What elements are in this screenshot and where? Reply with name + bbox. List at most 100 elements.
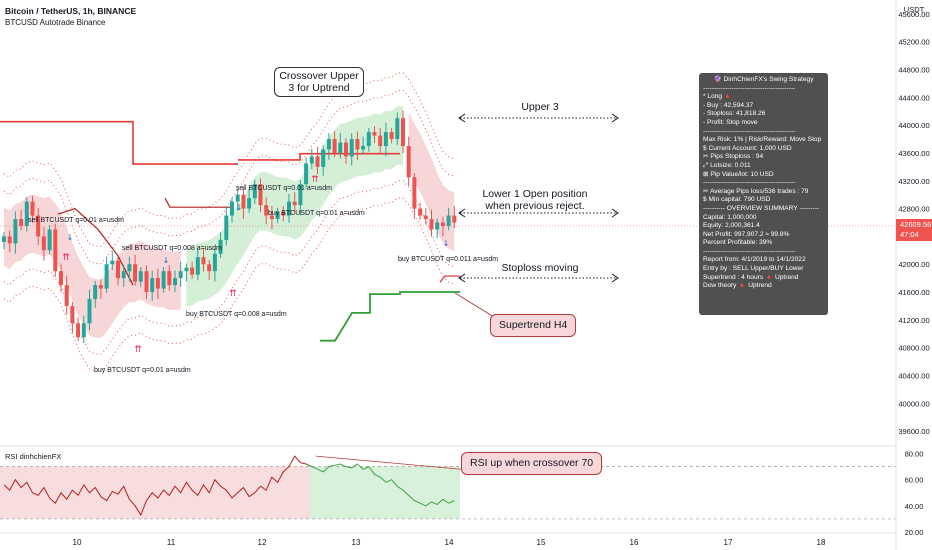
candle-body	[207, 264, 212, 272]
candle-body	[446, 215, 451, 226]
time-tick: 16	[630, 538, 639, 547]
rsi-tick: 20.00	[905, 528, 924, 537]
panel-line: $ Current Account: 1,000 USD	[703, 144, 792, 152]
rsi-line	[3, 455, 313, 517]
candle-body	[167, 271, 172, 286]
candle-body	[361, 146, 366, 150]
chart-title: Bitcoin / TetherUS, 1h, BINANCE	[5, 6, 137, 16]
candles	[2, 110, 457, 343]
candle-body	[429, 219, 434, 230]
candle-body	[269, 215, 274, 220]
trade-label: buy BTCUSDT q=0.008 a=usdm	[186, 311, 287, 318]
candle-body	[435, 222, 440, 230]
price-tick: 40800.00	[898, 344, 929, 353]
panel-line: - Stoploss: 41,818.26	[703, 110, 766, 118]
panel-line: 🔮 DinhChienFX's Swing Strategy	[713, 76, 814, 83]
panel-line: Max Risk: 1% | Risk/Reward: Move Stop	[703, 136, 822, 144]
candle-body	[235, 194, 240, 202]
candle-body	[315, 156, 320, 167]
panel-line: ✂ Pips Stoploss : 94	[703, 153, 764, 161]
candle-body	[264, 205, 269, 216]
candle-body	[304, 163, 309, 185]
candle-body	[344, 142, 348, 157]
dotted-arrows	[454, 113, 619, 318]
candle-body	[133, 264, 138, 282]
lower1-label-line1: Lower 1 Open position	[482, 188, 588, 200]
time-tick: 14	[445, 538, 454, 547]
rsi-tick: 60.00	[905, 476, 924, 485]
price-tick: 42000.00	[898, 260, 929, 269]
panel-line: ✂ Average Pips loss/536 trades : 79	[703, 187, 809, 195]
rsi-pane: RSI dinhchienFX	[0, 452, 896, 520]
stoploss-step	[439, 275, 460, 283]
candle-body	[258, 184, 263, 206]
candle-body	[355, 139, 360, 150]
candle-body	[87, 298, 92, 324]
candle-body	[287, 201, 291, 216]
price-tick: 44800.00	[898, 66, 929, 75]
bar-countdown: 47:04	[900, 230, 919, 239]
panel-line: ----------------------------------------…	[703, 179, 796, 187]
candle-body	[93, 285, 98, 299]
trade-label: buy BTCUSDT q=0.01 a=usdm	[94, 367, 191, 374]
panel-line: Capital: 1,000,000	[703, 213, 757, 221]
candle-body	[423, 215, 428, 220]
crossover-callout-line1: Crossover Upper	[279, 70, 359, 82]
panel-line: - Buy : 42,594.37	[703, 101, 754, 109]
candle-body	[64, 285, 69, 306]
crossover-callout-line2: 3 for Uptrend	[288, 82, 350, 94]
marker-arrow: ↓	[236, 203, 243, 212]
rsi-line-up	[305, 463, 455, 507]
trade-markers: sell BTCUSDT q=0.01 a=usdm sell BTCUSDT q…	[28, 175, 498, 374]
trade-label: buy BTCUSDT q=0.011 a=usdm	[398, 256, 498, 263]
buy-arrow: ⇈	[311, 175, 319, 185]
candle-body	[321, 149, 326, 167]
candle-body	[59, 271, 63, 286]
chart-subtitle: BTCUSD Autotrade Binance	[5, 18, 106, 27]
candle-body	[230, 201, 234, 216]
supertrend-callout: Supertrend H4	[490, 314, 577, 337]
candle-body	[138, 271, 143, 282]
panel-line: Dow theory 🔺 Uptrend	[703, 282, 772, 290]
candle-body	[395, 118, 400, 140]
resistance-line	[0, 120, 238, 165]
rsi-zone-green	[310, 466, 460, 519]
price-tick: 42800.00	[898, 205, 929, 214]
candle-body	[292, 201, 297, 206]
marker-arrow: ↓	[67, 233, 74, 242]
time-axis[interactable]: 10 11 12 13 14 15 16 17 18	[0, 532, 896, 547]
trade-label: sell BTCUSDT q=0.008 a=usdm	[122, 245, 222, 252]
candle-body	[247, 198, 252, 209]
candle-body	[144, 271, 149, 293]
candle-body	[440, 222, 445, 226]
panel-line: Entry by : SELL Upper/BUY Lower	[703, 265, 804, 273]
candle-body	[19, 219, 24, 226]
buy-arrow: ⇈	[62, 253, 70, 263]
candle-body	[104, 264, 109, 289]
candle-body	[298, 184, 303, 206]
rsi-tick: 40.00	[905, 502, 924, 511]
candle-body	[30, 201, 35, 216]
price-tick: 43600.00	[898, 149, 929, 158]
trade-label: sell BTCUSDT q=0.01 a=usdm	[236, 185, 332, 192]
supertrend-h4	[320, 291, 460, 342]
band-area	[4, 194, 181, 339]
trade-label: sell BTCUSDT q=0.01 a=usdm	[28, 217, 124, 224]
candle-body	[452, 215, 457, 223]
buy-arrow: ⇈	[229, 289, 237, 299]
price-tick: 44400.00	[898, 93, 929, 102]
candle-body	[406, 146, 411, 178]
panel-line: ⊠ Pip Value/lot: 10 USD	[703, 170, 774, 178]
candle-body	[81, 323, 86, 338]
marker-arrow: ↓	[443, 239, 450, 248]
supertrend-pointer	[454, 292, 495, 318]
panel-line: ⤢ Lotsize: 0.011	[703, 161, 751, 169]
panel-line: Net Profit: 997,907.2 ≈ 99.8%	[703, 230, 790, 238]
candle-body	[218, 239, 223, 254]
lower1-label-line2: when previous reject.	[485, 200, 585, 212]
stoploss-label: Stoploss moving	[501, 262, 579, 274]
candle-body	[98, 285, 103, 289]
candle-body	[309, 156, 314, 164]
